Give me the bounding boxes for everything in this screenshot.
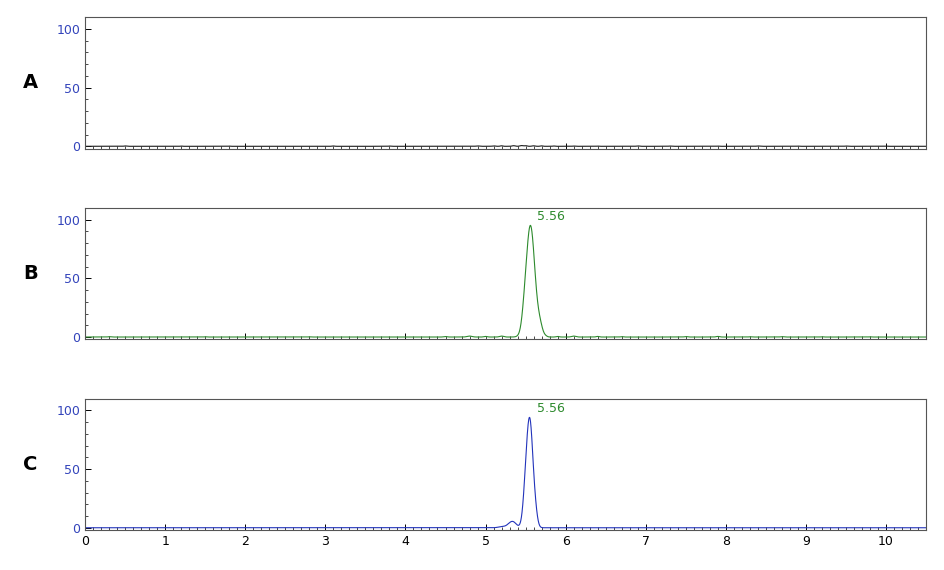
Text: C: C: [24, 455, 38, 474]
Text: B: B: [23, 264, 38, 283]
Text: 5.56: 5.56: [536, 402, 565, 415]
Text: 5.56: 5.56: [536, 210, 565, 223]
Text: A: A: [23, 74, 38, 92]
